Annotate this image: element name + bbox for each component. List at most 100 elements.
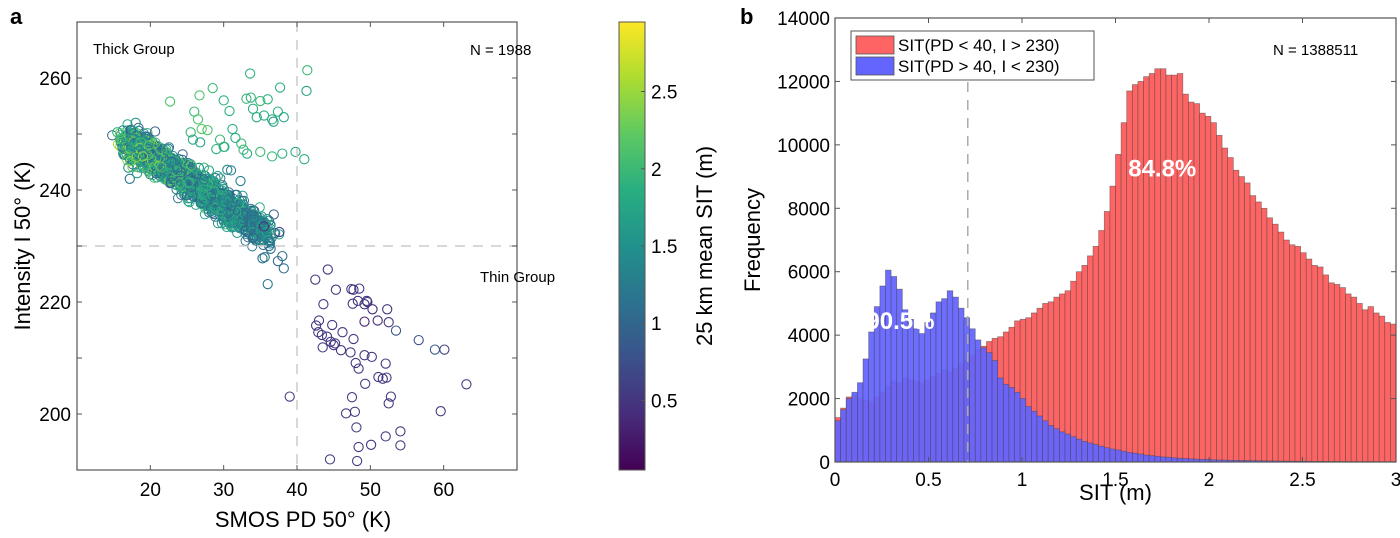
scatter-point	[347, 298, 358, 309]
scatter-point	[248, 221, 259, 232]
scatter-point	[461, 379, 472, 390]
scatter-point	[206, 203, 217, 214]
histogram-bar	[1378, 315, 1386, 463]
scatter-point	[251, 112, 262, 123]
histogram-bar	[868, 331, 875, 463]
scatter-point	[200, 170, 211, 181]
histogram-bar	[1131, 84, 1139, 463]
histogram-bar	[1064, 433, 1071, 463]
histogram-bar	[1075, 271, 1083, 463]
scatter-point	[330, 284, 342, 295]
histogram-bar	[1081, 265, 1088, 463]
scatter-point	[241, 93, 252, 104]
histogram-bar	[1339, 287, 1346, 463]
scatter-point	[207, 82, 218, 94]
histogram-bar	[1014, 391, 1021, 463]
y-tick-label: 240	[39, 181, 71, 202]
scatter-point	[254, 202, 265, 213]
histogram-bar	[1047, 425, 1055, 463]
scatter-point	[247, 227, 258, 238]
histogram-bar	[980, 347, 987, 463]
scatter-point	[362, 296, 373, 308]
scatter-point	[350, 357, 361, 369]
thick-group-label: Thick Group	[93, 41, 175, 58]
scatter-point	[146, 164, 157, 175]
scatter-point	[317, 342, 328, 353]
y-tick-label: 10000	[777, 136, 830, 157]
scatter-point	[310, 274, 321, 285]
scatter-point	[124, 173, 135, 184]
histogram-bar	[946, 290, 954, 463]
scatter-point	[264, 223, 275, 234]
scatter-point	[329, 338, 341, 349]
scatter-point	[227, 123, 238, 135]
scatter-point	[115, 129, 127, 141]
scatter-point	[278, 263, 289, 274]
scatter-point	[372, 315, 383, 326]
histogram-bar	[1081, 441, 1088, 463]
scatter-point	[165, 167, 176, 178]
scatter-point	[327, 319, 338, 331]
scatter-point	[199, 189, 210, 200]
legend-swatch-thin	[855, 56, 895, 76]
scatter-point	[359, 350, 370, 361]
histogram-bar	[907, 318, 914, 463]
histogram-bar	[1210, 122, 1217, 463]
y-tick-label: 260	[39, 69, 71, 90]
scatter-point	[346, 392, 358, 403]
x-tick-label: 20	[140, 480, 161, 501]
scatter-point	[383, 398, 394, 409]
histogram-bar	[1143, 76, 1150, 463]
histogram-bar	[1030, 410, 1038, 463]
scatter-point	[196, 123, 207, 135]
histogram-bar	[974, 339, 982, 463]
histogram-bar	[1244, 182, 1251, 463]
scatter-point	[237, 190, 248, 201]
scatter-point	[244, 68, 256, 79]
scatter-point	[277, 148, 288, 159]
scatter-point	[310, 320, 322, 331]
scatter-point	[264, 236, 275, 248]
colorbar-tick-label: 1.5	[651, 237, 677, 258]
x-tick-label: 2	[1204, 470, 1215, 491]
histogram-bar	[1070, 436, 1077, 463]
histogram-bar	[1305, 258, 1313, 463]
histogram-bar	[1255, 201, 1262, 463]
scatter-point	[439, 344, 450, 355]
scatter-point	[224, 105, 235, 117]
x-axis-title-b: SIT (m)	[1079, 480, 1152, 505]
scatter-point	[255, 146, 266, 158]
scatter-point	[245, 222, 257, 233]
scatter-point	[259, 252, 270, 263]
n-count-label-a: N = 1988	[470, 42, 531, 59]
legend-label-thin: SIT(PD > 40, I < 230)	[898, 57, 1060, 76]
scatter-point	[381, 372, 392, 383]
scatter-point	[199, 209, 210, 220]
histogram-bar	[1182, 93, 1189, 463]
scatter-point	[218, 95, 229, 106]
n-count-label-b: N = 1388511	[1273, 42, 1358, 59]
colorbar-tick-label: 1	[651, 314, 662, 335]
scatter-point	[301, 85, 312, 97]
histogram-bar	[1115, 449, 1122, 463]
histogram-bar	[1126, 452, 1133, 463]
scatter-point	[262, 278, 273, 290]
scatter-point	[195, 137, 206, 148]
panel-b-histogram: b 0 0.5 1 1.5 2 2.5 3 0 2000 4000 6000 8000 10000 120…	[740, 4, 1400, 505]
scatter-point	[131, 168, 143, 179]
y-axis-title-b: Frequency	[740, 188, 765, 292]
histogram-bar	[1232, 169, 1240, 463]
histogram-bar	[1238, 176, 1245, 463]
scatter-point	[354, 283, 365, 294]
x-tick-label: 3	[1391, 470, 1400, 491]
scatter-point	[268, 116, 279, 127]
histogram-bar	[1204, 115, 1212, 463]
panel-a-letter: a	[10, 4, 23, 29]
histogram-bar	[924, 322, 931, 463]
scatter-point	[209, 191, 220, 202]
histogram-bar	[1053, 428, 1060, 463]
histogram-bar	[991, 360, 999, 463]
histogram-bar	[1103, 447, 1111, 463]
histogram-bar	[1261, 207, 1268, 463]
histogram-bar	[1126, 90, 1133, 463]
